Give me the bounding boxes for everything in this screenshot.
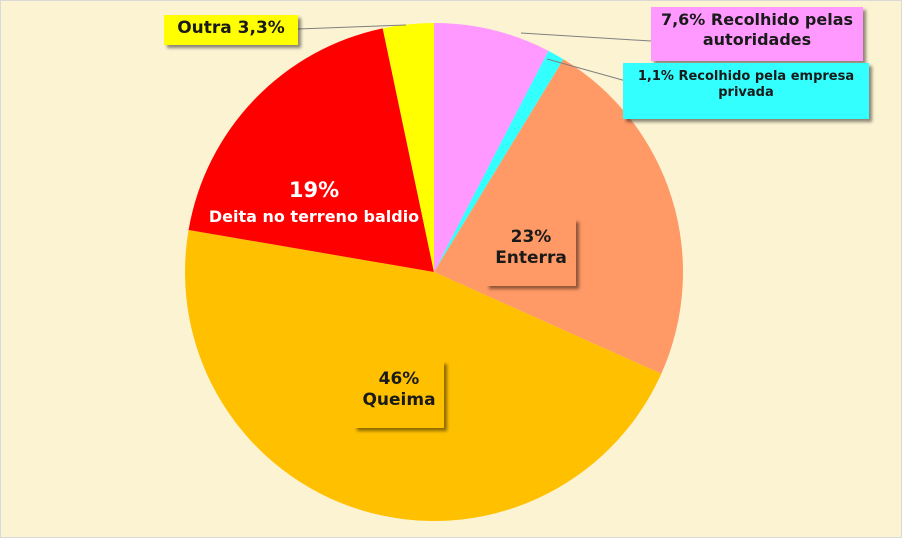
pie-slice <box>434 50 564 273</box>
slice-label: 46% Queima <box>354 361 444 428</box>
category-label: Deita no terreno baldio <box>208 207 420 227</box>
value-label: 7,6% <box>660 10 706 29</box>
pie-slice <box>434 23 549 272</box>
value-label: 23% <box>510 227 552 247</box>
category-label: Outra <box>177 18 232 38</box>
leader-line <box>297 24 407 30</box>
value-label: 19% <box>288 178 340 202</box>
pie-slice <box>382 23 434 272</box>
category-label: Recolhido pela empresa privada <box>678 69 855 101</box>
category-label: Recolhido pelas autoridades <box>702 10 854 49</box>
slice-label: 23% Enterra <box>486 219 576 286</box>
slice-label: 7,6% Recolhido pelas autoridades <box>651 7 863 61</box>
leader-line <box>520 32 652 42</box>
category-label: Enterra <box>495 248 567 269</box>
leader-line <box>546 58 627 82</box>
value-label: 3,3% <box>237 18 285 38</box>
slice-label: 1,1% Recolhido pela empresa privada <box>623 63 869 119</box>
value-label: 46% <box>378 369 420 389</box>
slice-label: Outra 3,3% <box>164 15 298 45</box>
category-label: Queima <box>362 390 436 411</box>
pie-slice <box>188 28 434 272</box>
pie-slice <box>434 59 683 374</box>
value-label: 1,1% <box>637 69 674 84</box>
slice-label: 19% Deita no terreno baldio <box>199 177 429 227</box>
